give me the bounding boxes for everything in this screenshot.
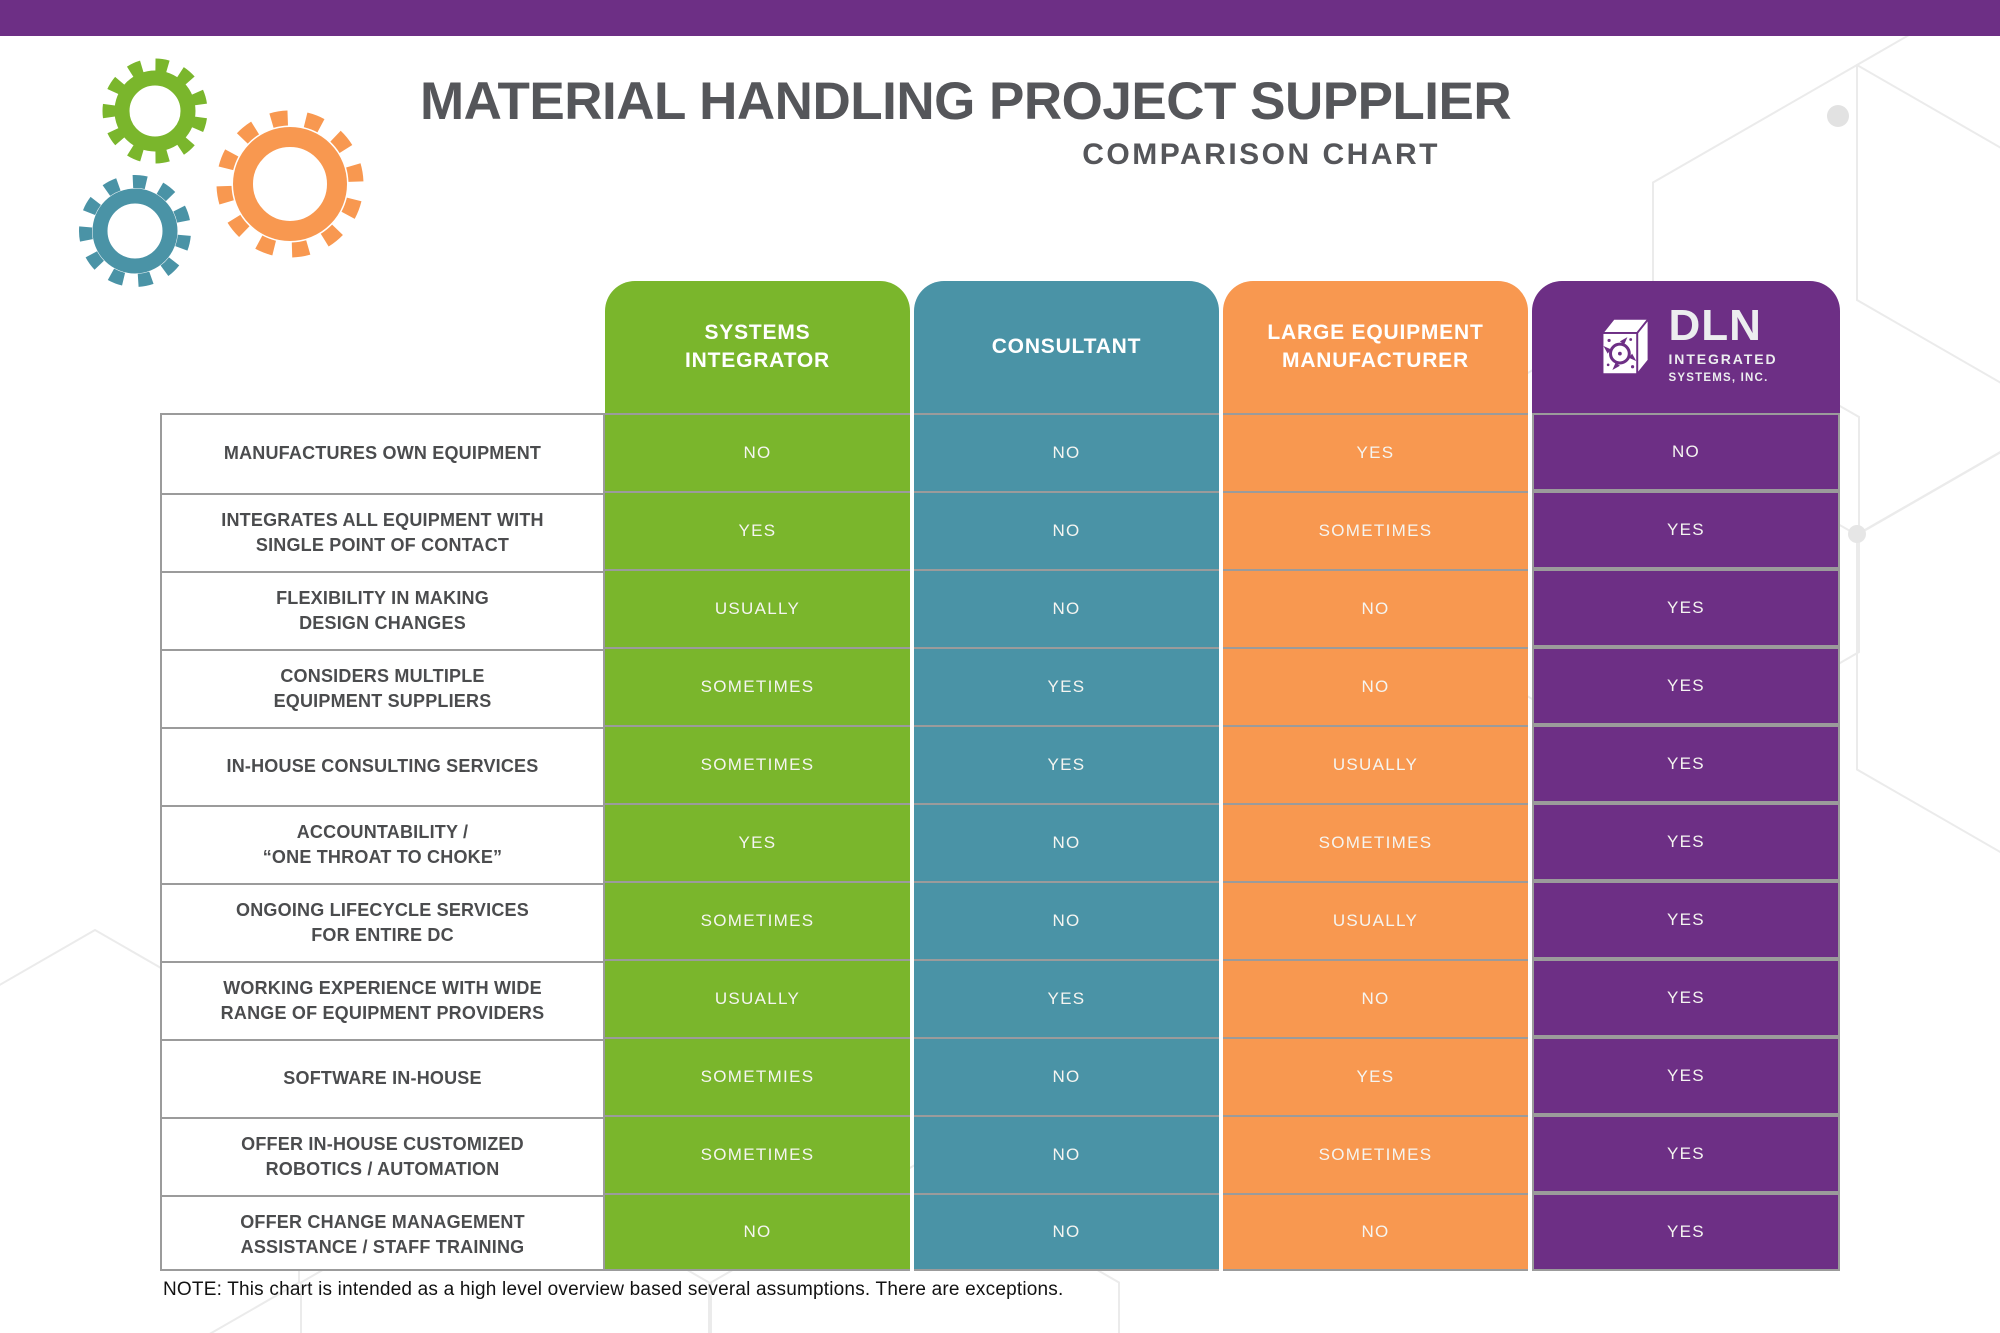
value-cell: NO: [605, 413, 910, 491]
value-cell: NO: [1532, 413, 1840, 491]
column-header-dln: DLN INTEGRATED SYSTEMS, INC.: [1532, 281, 1840, 413]
row-label: ACCOUNTABILITY / “ONE THROAT TO CHOKE”: [162, 805, 603, 883]
value-cell: NO: [914, 569, 1219, 647]
column-header-systems-integrator: SYSTEMS INTEGRATOR: [605, 281, 910, 413]
orange-gear-icon: [216, 110, 364, 258]
value-cell: SOMETIMES: [1223, 803, 1528, 881]
value-cell: YES: [1532, 1037, 1840, 1115]
row-label: WORKING EXPERIENCE WITH WIDE RANGE OF EQ…: [162, 961, 603, 1039]
page-title: MATERIAL HANDLING PROJECT SUPPLIER: [420, 72, 1512, 131]
dln-logo-line1: INTEGRATED: [1668, 351, 1778, 368]
value-cell: SOMETIMES: [1223, 1115, 1528, 1193]
row-label: FLEXIBILITY IN MAKING DESIGN CHANGES: [162, 571, 603, 649]
value-cell: YES: [914, 647, 1219, 725]
value-cell: YES: [1223, 1037, 1528, 1115]
value-cell: USUALLY: [605, 959, 910, 1037]
title-block: MATERIAL HANDLING PROJECT SUPPLIER COMPA…: [420, 72, 1512, 172]
green-gear-icon: [102, 58, 208, 164]
row-label: IN-HOUSE CONSULTING SERVICES: [162, 727, 603, 805]
value-cell: SOMETIMES: [605, 881, 910, 959]
value-cell: USUALLY: [605, 569, 910, 647]
value-cell: NO: [914, 881, 1219, 959]
value-cell: YES: [914, 725, 1219, 803]
value-cell: NO: [1223, 959, 1528, 1037]
value-cell: NO: [914, 803, 1219, 881]
value-cell: NO: [914, 1115, 1219, 1193]
value-cell: NO: [914, 491, 1219, 569]
value-cell: SOMETMIES: [605, 1037, 910, 1115]
row-label: ONGOING LIFECYCLE SERVICES FOR ENTIRE DC: [162, 883, 603, 961]
gears-graphic: [79, 58, 364, 287]
value-cell: NO: [1223, 569, 1528, 647]
value-cell: YES: [914, 959, 1219, 1037]
value-cell: NO: [1223, 1193, 1528, 1271]
column-systems-integrator: SYSTEMS INTEGRATOR NO YES USUALLY SOMETI…: [605, 281, 910, 1271]
dln-logo-text: DLN INTEGRATED SYSTEMS, INC.: [1668, 301, 1778, 386]
value-cell: USUALLY: [1223, 881, 1528, 959]
dln-cube-logo-icon: [1595, 284, 1657, 411]
row-label: OFFER CHANGE MANAGEMENT ASSISTANCE / STA…: [162, 1195, 603, 1269]
row-label: MANUFACTURES OWN EQUIPMENT: [223, 443, 542, 464]
value-cell: YES: [1532, 881, 1840, 959]
value-cell: NO: [914, 1193, 1219, 1271]
value-cell: YES: [605, 491, 910, 569]
comparison-table: MANUFACTURES OWN EQUIPMENT INTEGRATES AL…: [160, 281, 1840, 1271]
value-cell: YES: [1532, 647, 1840, 725]
column-dln: DLN INTEGRATED SYSTEMS, INC. NO YES YES …: [1532, 281, 1840, 1271]
value-cell: SOMETIMES: [1223, 491, 1528, 569]
column-header-consultant: CONSULTANT: [914, 281, 1219, 413]
top-accent-bar: [0, 0, 2000, 36]
footnote: NOTE: This chart is intended as a high l…: [163, 1279, 1064, 1300]
value-cell: YES: [1532, 1115, 1840, 1193]
dln-logo-line2: SYSTEMS, INC.: [1668, 372, 1769, 385]
value-cell: YES: [1532, 491, 1840, 569]
column-header-large-equipment-manufacturer: LARGE EQUIPMENT MANUFACTURER: [1223, 281, 1528, 413]
row-label: CONSIDERS MULTIPLE EQUIPMENT SUPPLIERS: [162, 649, 603, 727]
dln-logo-name: DLN: [1668, 301, 1762, 351]
value-cell: NO: [914, 1037, 1219, 1115]
value-cell: SOMETIMES: [605, 725, 910, 803]
row-labels-column: MANUFACTURES OWN EQUIPMENT INTEGRATES AL…: [160, 413, 605, 1271]
value-cell: YES: [1223, 413, 1528, 491]
row-label: SOFTWARE IN-HOUSE: [162, 1039, 603, 1117]
value-cell: YES: [1532, 1193, 1840, 1271]
value-cell: SOMETIMES: [605, 1115, 910, 1193]
value-cell: YES: [1532, 803, 1840, 881]
column-large-equipment-manufacturer: LARGE EQUIPMENT MANUFACTURER YES SOMETIM…: [1223, 281, 1528, 1271]
teal-gear-icon: [79, 175, 191, 287]
value-cell: NO: [914, 413, 1219, 491]
row-label: INTEGRATES ALL EQUIPMENT WITH SINGLE POI…: [162, 493, 603, 571]
value-cell: NO: [1223, 647, 1528, 725]
column-consultant: CONSULTANT NO NO NO YES YES NO NO YES NO…: [914, 281, 1219, 1271]
value-cell: SOMETIMES: [605, 647, 910, 725]
value-cell: YES: [605, 803, 910, 881]
value-cell: YES: [1532, 569, 1840, 647]
value-cell: YES: [1532, 959, 1840, 1037]
page-subtitle: COMPARISON CHART: [1082, 137, 1440, 171]
row-label: OFFER IN-HOUSE CUSTOMIZED ROBOTICS / AUT…: [162, 1117, 603, 1195]
value-cell: YES: [1532, 725, 1840, 803]
value-cell: USUALLY: [1223, 725, 1528, 803]
value-cell: NO: [605, 1193, 910, 1271]
